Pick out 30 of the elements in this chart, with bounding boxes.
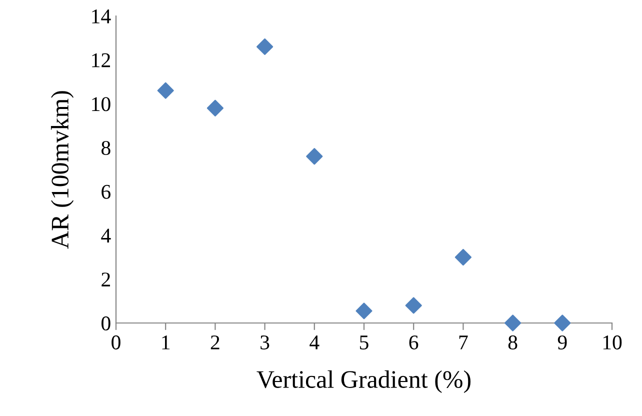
point: [356, 302, 372, 320]
x-axis-title: Vertical Gradient (%): [256, 370, 470, 394]
y-tick-label: 10: [92, 97, 110, 112]
x-tick-label: 6: [409, 335, 418, 350]
y-tick-label: 6: [102, 184, 111, 199]
y-tick-label: 8: [102, 140, 110, 156]
point: [554, 314, 571, 332]
x-tick-label: 2: [210, 335, 220, 350]
x-tick-label: 10: [603, 335, 622, 350]
x-tick-label: 1: [162, 336, 170, 350]
x-tick-label: 8: [508, 335, 518, 350]
point: [504, 314, 522, 332]
point: [306, 148, 323, 165]
point: [157, 82, 174, 99]
x-tick-label: 0: [112, 335, 120, 350]
y-tick-label: 0: [102, 316, 110, 330]
point: [405, 297, 422, 314]
x-tick-label: 5: [360, 336, 368, 350]
y-tick-label: 2: [102, 272, 110, 286]
point: [256, 38, 274, 55]
x-tick-label: 4: [310, 336, 320, 350]
x-tick-label: 3: [260, 335, 270, 350]
y-tick-label: 4: [101, 228, 111, 243]
x-tick-label: 9: [558, 335, 567, 350]
point: [206, 100, 224, 116]
x-tick-label: 7: [459, 336, 468, 350]
point: [454, 248, 472, 266]
y-tick-label: 12: [92, 53, 110, 68]
y-tick-label: 14: [92, 9, 111, 24]
y-axis-title: AR (100mvkm): [50, 91, 74, 249]
